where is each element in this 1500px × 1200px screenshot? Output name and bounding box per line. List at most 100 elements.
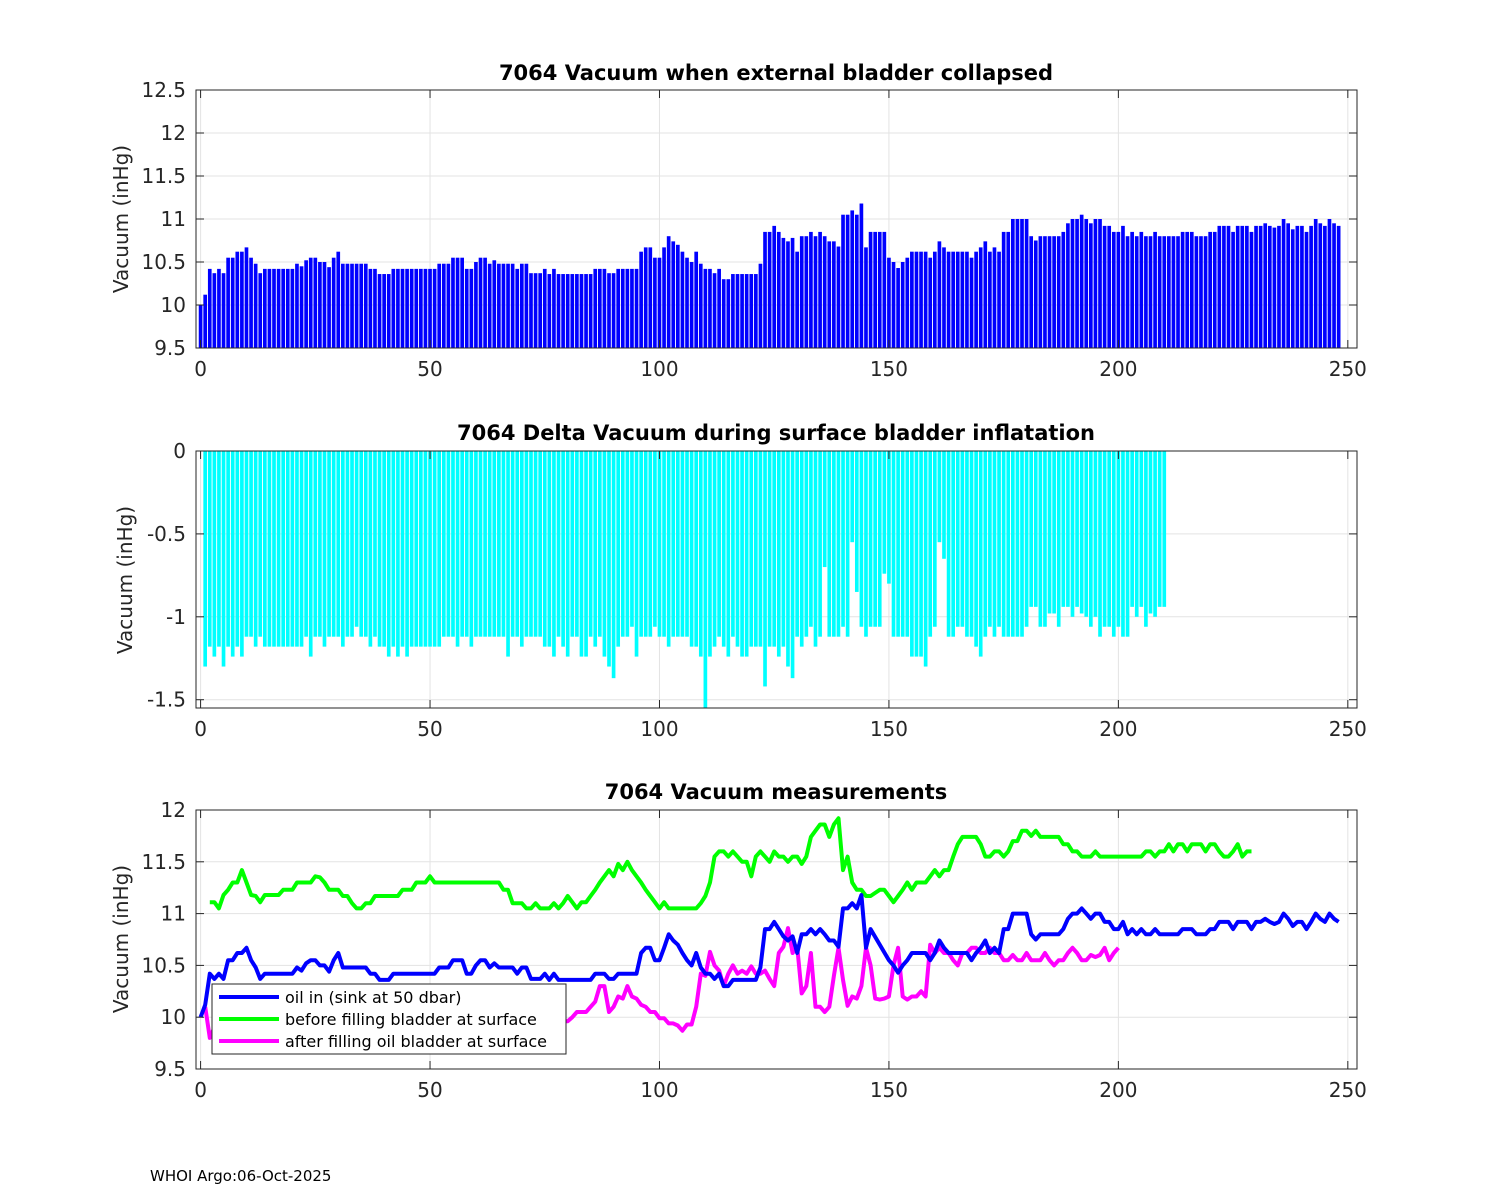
bar	[1093, 219, 1098, 348]
bar	[942, 451, 946, 559]
bar	[1144, 451, 1148, 627]
bar	[529, 273, 533, 348]
bar	[290, 451, 295, 647]
y-axis-label: Vacuum (inHg)	[113, 506, 137, 654]
bar	[827, 241, 832, 348]
bar	[818, 451, 822, 637]
bar	[542, 268, 547, 348]
bar	[1153, 451, 1157, 617]
bar	[611, 451, 616, 679]
bar	[579, 274, 584, 348]
x-tick-label: 150	[870, 357, 908, 381]
bar	[740, 274, 744, 348]
bar	[602, 451, 607, 657]
bar	[359, 451, 364, 637]
bar	[1245, 225, 1249, 348]
bar	[519, 263, 524, 348]
bar	[455, 257, 460, 348]
bar	[1148, 451, 1153, 614]
bar	[887, 257, 891, 348]
bar	[368, 268, 373, 348]
panel-collapsed-vacuum: 0 50 100 150 200 250 9.5 10 10.5 11 11.5 12 12.5 706…	[109, 61, 1367, 381]
bar	[419, 451, 423, 647]
series-line-0	[198, 893, 1340, 1018]
x-tick-label: 50	[417, 717, 442, 741]
bar	[1235, 225, 1240, 348]
bar	[552, 451, 556, 657]
bar	[937, 241, 942, 348]
bar	[914, 251, 919, 348]
bar	[905, 451, 910, 637]
axis-ticks: 0 50 100 150 200 250 -1.5 -1 -0.5 0	[147, 439, 1367, 741]
bar	[235, 251, 240, 348]
bar	[1208, 231, 1212, 348]
bar	[946, 251, 951, 348]
bar	[423, 268, 428, 348]
bar	[1336, 225, 1341, 348]
bar	[685, 451, 689, 637]
bar	[671, 241, 676, 348]
bar	[1199, 236, 1203, 348]
series-line-1	[209, 816, 1252, 911]
x-tick-label: 150	[870, 717, 908, 741]
bar	[1066, 223, 1070, 348]
bar	[882, 231, 887, 348]
bar	[1254, 225, 1258, 348]
bar	[272, 451, 276, 647]
bar	[1130, 231, 1134, 348]
bar	[1024, 219, 1029, 348]
legend-label-oil-in: oil in (sink at 50 dbar)	[285, 988, 462, 1007]
bar	[965, 451, 969, 637]
x-tick-label: 0	[194, 717, 207, 741]
y-tick-label: -1.5	[147, 688, 186, 712]
bar	[1043, 451, 1047, 627]
bar	[588, 451, 593, 637]
bar	[570, 274, 575, 348]
bar	[877, 231, 882, 348]
bar	[483, 451, 487, 637]
bar	[1029, 236, 1034, 348]
bar	[1167, 236, 1171, 348]
bar	[423, 451, 428, 647]
bar	[813, 451, 818, 647]
bar	[969, 451, 974, 637]
bar	[524, 451, 529, 637]
bar	[230, 257, 235, 348]
bar	[676, 244, 680, 348]
bar	[396, 268, 400, 348]
bar	[1258, 225, 1263, 348]
bar	[735, 451, 740, 647]
bar	[253, 263, 258, 348]
y-tick-label: -1	[166, 605, 186, 629]
bar	[1212, 231, 1217, 348]
bar	[786, 241, 790, 348]
bar	[249, 451, 253, 637]
bar	[538, 451, 543, 637]
bar	[542, 451, 547, 647]
bar	[1111, 451, 1116, 637]
x-tick-label: 200	[1099, 357, 1137, 381]
bar	[1056, 236, 1061, 348]
bar	[1001, 231, 1006, 348]
bar	[900, 262, 905, 348]
bar	[561, 274, 565, 348]
bar	[341, 451, 345, 647]
bar	[891, 262, 896, 348]
bar	[978, 247, 983, 348]
bar	[882, 451, 887, 574]
bar	[1130, 451, 1134, 607]
bar	[441, 263, 446, 348]
bar	[299, 266, 304, 348]
bar	[464, 451, 469, 637]
bar	[400, 268, 405, 348]
x-tick-label: 50	[417, 357, 442, 381]
bar	[354, 263, 359, 348]
bar	[868, 231, 873, 348]
bar	[836, 451, 841, 637]
bar	[556, 451, 561, 637]
bar	[1089, 223, 1093, 348]
bar	[464, 268, 469, 348]
x-tick-label: 50	[417, 1078, 442, 1102]
bar	[653, 451, 657, 627]
bar	[1098, 451, 1102, 637]
